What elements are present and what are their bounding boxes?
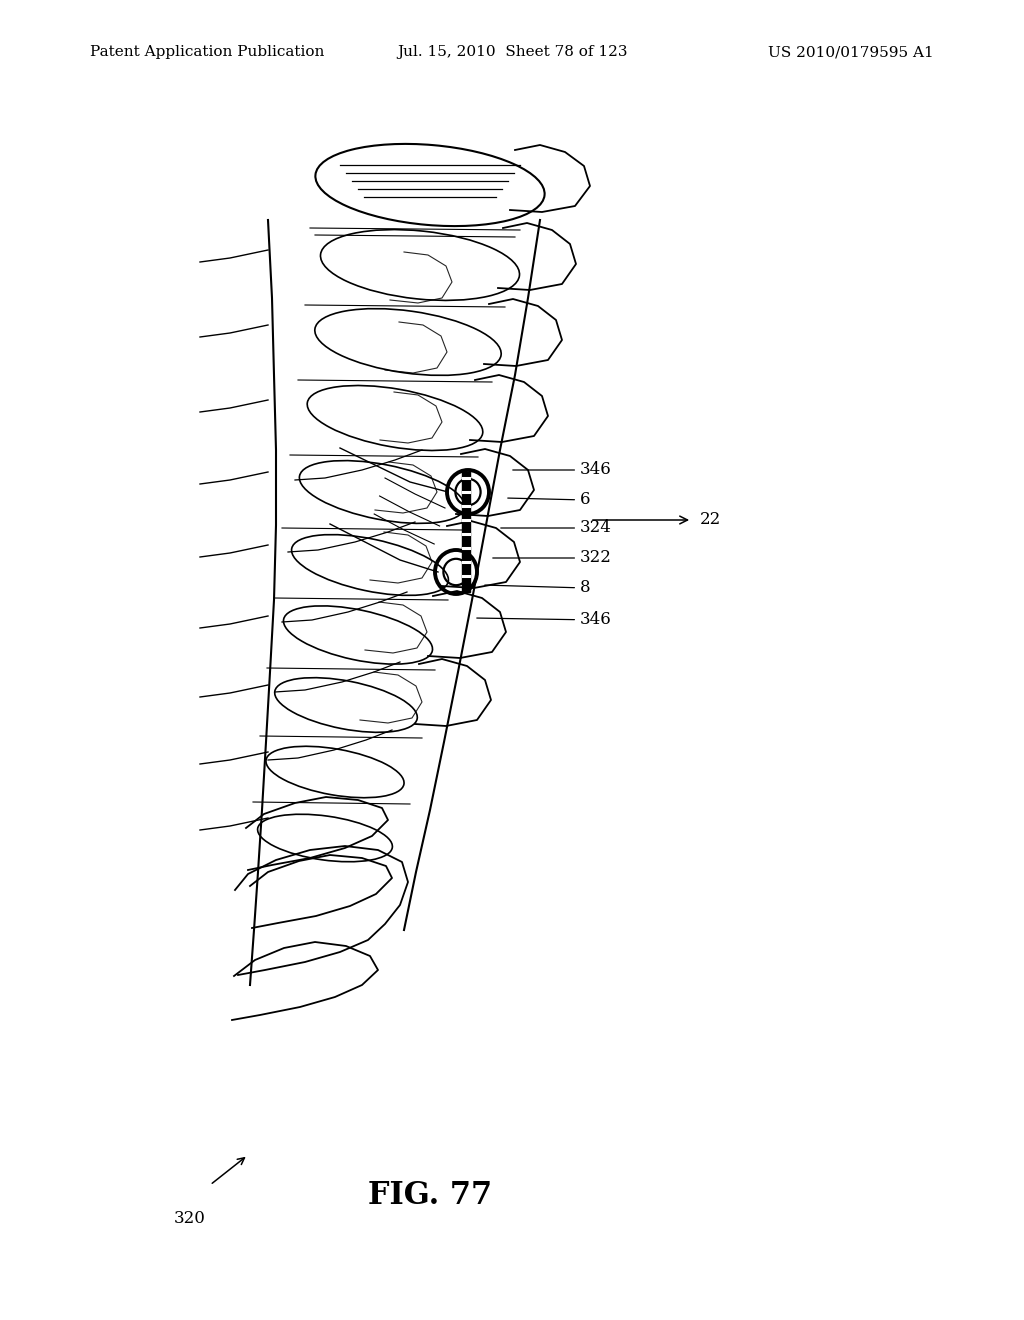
Text: 6: 6: [508, 491, 591, 508]
Text: 324: 324: [501, 520, 612, 536]
Text: FIG. 77: FIG. 77: [368, 1180, 493, 1210]
Text: 322: 322: [493, 549, 612, 566]
Text: Patent Application Publication: Patent Application Publication: [90, 45, 325, 59]
Text: 346: 346: [477, 611, 611, 628]
Text: 346: 346: [513, 462, 611, 479]
Text: 320: 320: [174, 1210, 206, 1228]
Text: 8: 8: [484, 579, 591, 597]
Text: 22: 22: [700, 511, 721, 528]
Text: Jul. 15, 2010  Sheet 78 of 123: Jul. 15, 2010 Sheet 78 of 123: [396, 45, 628, 59]
Text: US 2010/0179595 A1: US 2010/0179595 A1: [768, 45, 934, 59]
Bar: [462, 473, 470, 591]
